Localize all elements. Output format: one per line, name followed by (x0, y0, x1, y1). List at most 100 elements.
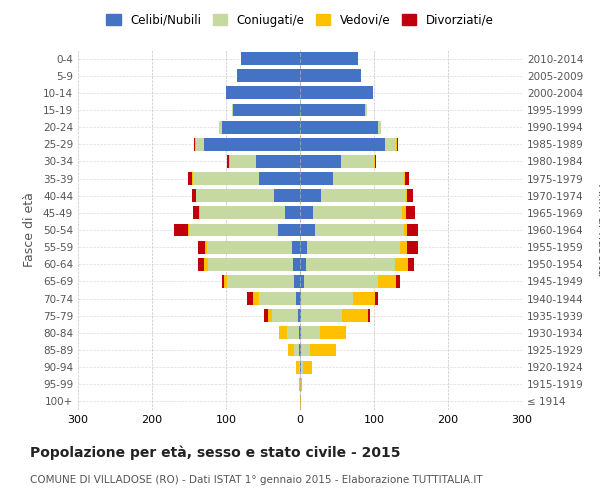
Bar (241, 52, 300, 65)
Bar (300, 138, 385, 150)
Bar (395, 258, 408, 270)
Bar (300, 52, 358, 65)
Bar (293, 258, 300, 270)
Bar (259, 292, 296, 305)
Text: COMUNE DI VILLADOSE (RO) - Dati ISTAT 1° gennaio 2015 - Elaborazione TUTTITALIA.: COMUNE DI VILLADOSE (RO) - Dati ISTAT 1°… (30, 475, 482, 485)
Bar (310, 344, 336, 356)
Bar (321, 190, 406, 202)
Bar (174, 224, 188, 236)
Bar (259, 172, 300, 185)
Bar (232, 104, 233, 117)
Bar (378, 120, 382, 134)
Bar (301, 360, 303, 374)
Bar (300, 190, 321, 202)
Bar (233, 104, 300, 117)
Bar (204, 258, 208, 270)
Bar (300, 310, 301, 322)
Y-axis label: Anni di nascita: Anni di nascita (595, 184, 600, 276)
Bar (223, 120, 300, 134)
Bar (303, 360, 312, 374)
Bar (198, 240, 205, 254)
Bar (408, 258, 414, 270)
Bar (208, 258, 293, 270)
Bar (192, 172, 193, 185)
Legend: Celibi/Nubili, Coniugati/e, Vedovi/e, Divorziati/e: Celibi/Nubili, Coniugati/e, Vedovi/e, Di… (101, 9, 499, 32)
Bar (189, 224, 278, 236)
Bar (298, 310, 300, 322)
Bar (300, 104, 365, 117)
Bar (300, 360, 301, 374)
Bar (253, 292, 259, 305)
Bar (300, 86, 373, 100)
Bar (218, 120, 223, 134)
Bar (196, 190, 274, 202)
Bar (300, 275, 304, 288)
Bar (299, 360, 300, 374)
Bar (300, 258, 306, 270)
Bar (300, 206, 313, 220)
Bar (375, 155, 376, 168)
Bar (396, 138, 397, 150)
Bar (406, 206, 415, 220)
Bar (301, 326, 320, 340)
Bar (315, 224, 404, 236)
Bar (300, 378, 302, 390)
Bar (226, 86, 300, 100)
Bar (405, 172, 409, 185)
Bar (400, 240, 407, 254)
Bar (402, 206, 406, 220)
Bar (196, 138, 204, 150)
Bar (396, 275, 400, 288)
Bar (376, 292, 379, 305)
Bar (207, 240, 292, 254)
Bar (300, 172, 334, 185)
Bar (301, 292, 353, 305)
Text: Popolazione per età, sesso e stato civile - 2015: Popolazione per età, sesso e stato civil… (30, 445, 401, 460)
Bar (223, 275, 224, 288)
Bar (368, 310, 370, 322)
Bar (268, 310, 272, 322)
Bar (200, 206, 285, 220)
Bar (192, 190, 196, 202)
Bar (188, 224, 189, 236)
Bar (299, 378, 300, 390)
Bar (300, 326, 301, 340)
Bar (199, 206, 200, 220)
Bar (306, 258, 395, 270)
Bar (300, 292, 301, 305)
Bar (299, 344, 300, 356)
Bar (292, 240, 300, 254)
Bar (193, 172, 259, 185)
Bar (304, 275, 378, 288)
Bar (301, 310, 342, 322)
Bar (195, 138, 196, 150)
Bar (272, 310, 298, 322)
Bar (407, 240, 418, 254)
Bar (385, 138, 396, 150)
Bar (299, 326, 300, 340)
Bar (300, 224, 315, 236)
Bar (301, 344, 310, 356)
Bar (285, 206, 300, 220)
Bar (288, 344, 294, 356)
Bar (205, 240, 207, 254)
Bar (374, 155, 375, 168)
Bar (341, 155, 374, 168)
Bar (224, 275, 227, 288)
Bar (320, 326, 346, 340)
Bar (194, 138, 195, 150)
Bar (300, 344, 301, 356)
Bar (278, 224, 300, 236)
Bar (300, 395, 301, 408)
Bar (256, 155, 300, 168)
Bar (407, 190, 413, 202)
Bar (229, 155, 230, 168)
Bar (334, 172, 404, 185)
Bar (247, 292, 253, 305)
Bar (296, 292, 300, 305)
Bar (300, 70, 361, 82)
Bar (193, 206, 199, 220)
Bar (404, 224, 407, 236)
Bar (378, 275, 396, 288)
Bar (406, 190, 407, 202)
